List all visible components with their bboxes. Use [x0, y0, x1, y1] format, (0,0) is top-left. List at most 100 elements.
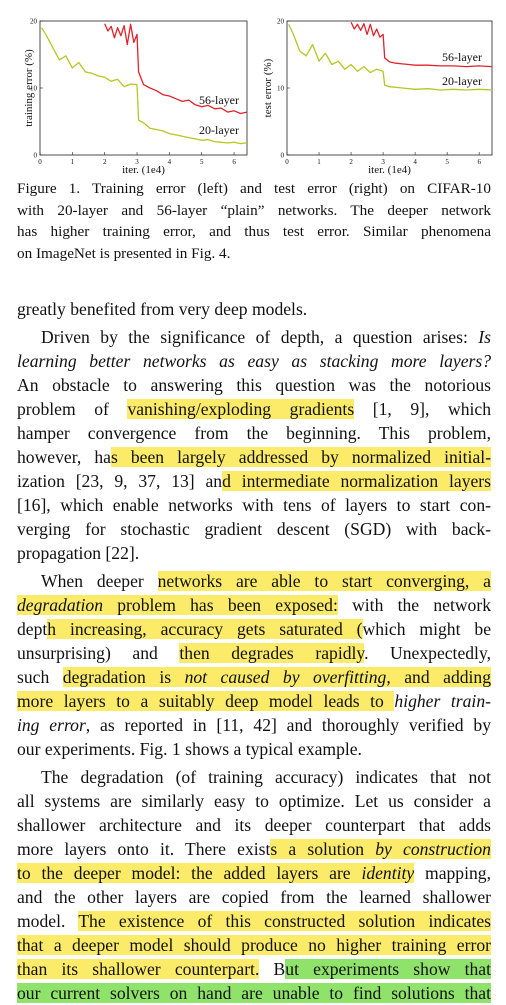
chart-0-series-label-0: 56-layer: [199, 93, 239, 107]
text-line: degradation problem has been exposed: wi…: [17, 593, 491, 617]
emphasized-text: Is: [478, 327, 491, 347]
chart-1-xtick-label-4: 4: [413, 158, 417, 166]
text-run: [16], which enable networks with tens of…: [17, 495, 491, 515]
text-run: . Unexpectedly,: [364, 643, 491, 663]
highlighted-text: degradation is: [62, 667, 185, 687]
chart-0-xtick-label-5: 5: [200, 158, 204, 166]
text-run: dept: [17, 619, 48, 639]
chart-0-xlabel: iter. (1e4): [122, 164, 165, 176]
text-line: such degradation is not caused by overfi…: [17, 665, 491, 689]
text-run: , as reported in [11, 42] and thoroughly…: [85, 715, 491, 735]
text-line: model. The existence of this constructed…: [17, 909, 491, 933]
chart-1-ylabel: test error (%): [262, 58, 274, 117]
text-run: When deeper: [41, 571, 158, 591]
chart-1-xtick-label-3: 3: [381, 158, 385, 166]
text-line: [16], which enable networks with tens of…: [17, 493, 491, 517]
figure-1: 0 10 20 0 1 2 3 4 5 6 iter. (1e4) training error (%…: [0, 0, 506, 178]
text-line: greatly benefited from very deep models.: [17, 297, 491, 321]
text-line: however, has been largely addressed by n…: [17, 445, 491, 469]
chart-0-xtick-label-2: 2: [103, 158, 107, 166]
text-line: more layers to a suitably deep model lea…: [17, 689, 491, 713]
text-run: Driven by the significance of depth, a q…: [41, 327, 479, 347]
text-line: than its shallower counterpart. But expe…: [17, 957, 491, 981]
text-line: and the other layers are copied from the…: [17, 885, 491, 909]
highlighted-text: ut experiments show that: [285, 959, 491, 979]
chart-0-series-20-layer: [41, 27, 248, 145]
text-run: all systems are similarly easy to optimi…: [17, 791, 491, 811]
emphasized-text: ing error: [17, 715, 86, 735]
highlighted-text: d intermediate normalization layers: [222, 471, 491, 491]
text-line: ization [23, 9, 37, 13] and intermediate…: [17, 469, 491, 493]
chart-1-xtick-label-5: 5: [445, 158, 449, 166]
text-line: Driven by the significance of depth, a q…: [17, 325, 491, 349]
text-line: shallower architecture and its deeper co…: [17, 813, 491, 837]
text-run: model.: [17, 911, 79, 931]
chart-0-ytick-label-1: 10: [30, 85, 38, 93]
chart-1-series-20-layer: [288, 24, 493, 91]
caption-line: on ImageNet is presented in Fig. 4.: [17, 244, 231, 262]
text-line: all systems are similarly easy to optimi…: [17, 789, 491, 813]
chart-0-series-56-layer: [104, 23, 248, 115]
text-line: The degradation (of training accuracy) i…: [17, 765, 491, 789]
text-line: more layers onto it. There exists a solu…: [17, 837, 491, 861]
highlighted-text: by construction: [375, 839, 491, 859]
text-run: verging for stochastic gradient descent …: [17, 519, 491, 539]
chart-0-ytick-label-0: 0: [34, 152, 38, 160]
text-run: An obstacle to answering this question w…: [17, 375, 491, 395]
text-line: When deeper networks are able to start c…: [17, 569, 491, 593]
emphasized-text: learning better networks as easy as stac…: [17, 351, 491, 371]
text-line: problem of vanishing/exploding gradients…: [17, 397, 491, 421]
text-line: depth increasing, accuracy gets saturate…: [17, 617, 491, 641]
text-line: ing error, as reported in [11, 42] and t…: [17, 713, 491, 737]
chart-0-ytick-label-2: 20: [30, 18, 38, 26]
text-line: hamper convergence from the beginning. T…: [17, 421, 491, 445]
highlighted-text: our current solvers on hand are unable t…: [17, 983, 491, 1003]
figure-charts: 0 10 20 0 1 2 3 4 5 6 iter. (1e4) training error (%…: [23, 18, 493, 176]
chart-1-xtick-label-0: 0: [285, 158, 289, 166]
highlighted-text: identity: [361, 863, 415, 883]
chart-1-xtick-label-1: 1: [317, 158, 321, 166]
chart-1-frame: [286, 20, 493, 156]
caption-line: Figure 1. Training error (left) and test…: [17, 180, 491, 197]
highlighted-text: problem has been exposed:: [103, 595, 338, 615]
chart-1-ytick-label-1: 10: [277, 85, 285, 93]
text-run: mapping,: [414, 863, 491, 883]
text-line: unsurprising) and then degrades rapidly.…: [17, 641, 491, 665]
chart-0-xtick-label-6: 6: [232, 158, 236, 166]
text-run: and the other layers are copied from the…: [17, 887, 491, 907]
chart-1-series-label-1: 20-layer: [442, 74, 482, 88]
chart-0-xtick-label-1: 1: [71, 158, 75, 166]
text-run: unsurprising) and: [17, 643, 180, 663]
highlighted-text: networks are able to start converging, a: [157, 571, 491, 591]
text-run: ization [23, 9, 37, 13] an: [17, 471, 223, 491]
chart-1-xlabel: iter. (1e4): [368, 164, 411, 176]
body-text: greatly benefited from very deep models.…: [17, 297, 491, 1005]
chart-0-xtick-label-4: 4: [168, 158, 172, 166]
highlighted-text: not caused by overfitting: [184, 667, 387, 687]
text-run: problem of: [17, 399, 128, 419]
chart-1-series-56-layer: [350, 22, 493, 68]
highlighted-text: than its shallower counterpart.: [17, 959, 260, 979]
highlighted-text: , and adding: [386, 667, 491, 687]
text-line: verging for stochastic gradient descent …: [17, 517, 491, 541]
text-run: however, ha: [17, 447, 111, 467]
chart-0-ylabel: training error (%): [23, 49, 35, 127]
highlighted-text: more layers to a suitably deep model lea…: [17, 691, 395, 711]
text-run: propagation [22].: [17, 543, 140, 563]
text-line: our current solvers on hand are unable t…: [17, 981, 491, 1005]
text-line: learning better networks as easy as stac…: [17, 349, 491, 373]
text-line: our experiments. Fig. 1 shows a typical …: [17, 737, 491, 761]
highlighted-text: s a solution: [270, 839, 376, 859]
text-run: such: [17, 667, 63, 687]
chart-0-xtick-label-3: 3: [135, 158, 139, 166]
text-run: hamper convergence from the beginning. T…: [17, 423, 491, 443]
text-run: more layers onto it. There exist: [17, 839, 271, 859]
text-line: to the deeper model: the added layers ar…: [17, 861, 491, 885]
highlighted-text: h increasing, accuracy gets saturated (: [47, 619, 363, 639]
caption-line: with 20-layer and 56-layer “plain” netwo…: [17, 201, 491, 219]
text-line: propagation [22].: [17, 541, 491, 565]
highlighted-text: vanishing/exploding gradients: [127, 399, 355, 419]
highlighted-text: degradation: [17, 595, 104, 615]
text-run: shallower architecture and its deeper co…: [17, 815, 491, 835]
figure-caption: Figure 1. Training error (left) and test…: [17, 178, 491, 264]
